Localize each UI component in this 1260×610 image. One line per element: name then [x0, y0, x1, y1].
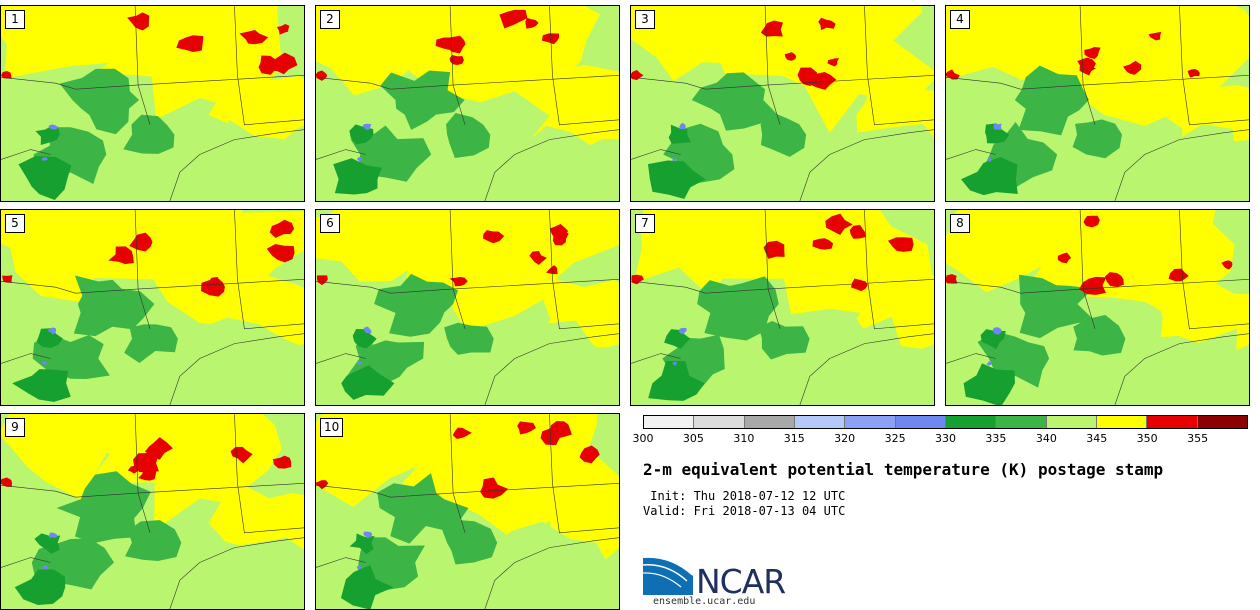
colorbar-tick-label: 325 — [884, 432, 906, 445]
member-number: 1 — [5, 10, 25, 29]
member-number: 6 — [320, 214, 340, 233]
init-time: Init: Thu 2018-07-12 12 UTC — [643, 489, 846, 503]
colorbar-tick-labels: 300 305 310 315 320 325 330 335 340 345 350 355 — [633, 432, 1248, 446]
member-number: 8 — [950, 214, 970, 233]
website-label: ensemble.ucar.edu — [653, 596, 756, 607]
member-number: 9 — [5, 418, 25, 437]
colorbar-segment — [1096, 416, 1148, 428]
colorbar-segment — [845, 416, 896, 428]
colorbar-segment — [1147, 416, 1198, 428]
member-panel-9: 9 — [0, 413, 305, 610]
theta-e-field-map — [631, 6, 934, 201]
theta-e-field-map — [316, 6, 619, 201]
colorbar — [643, 415, 1248, 429]
member-number: 10 — [320, 418, 344, 437]
colorbar-segment — [644, 416, 695, 428]
member-panel-5: 5 — [0, 209, 305, 406]
colorbar-tick-label: 355 — [1187, 432, 1209, 445]
theta-e-field-map — [1, 6, 304, 201]
logo-wordmark: NCAR — [696, 562, 786, 601]
colorbar-segment — [895, 416, 946, 428]
colorbar-tick-label: 350 — [1136, 432, 1158, 445]
colorbar-tick-label: 310 — [733, 432, 755, 445]
colorbar-tick-label: 345 — [1086, 432, 1108, 445]
colorbar-tick-label: 315 — [783, 432, 805, 445]
theta-e-field-map — [316, 414, 619, 609]
colorbar-tick-label: 300 — [632, 432, 654, 445]
theta-e-field-map — [1, 210, 304, 405]
member-panel-6: 6 — [315, 209, 620, 406]
colorbar-segment — [1197, 416, 1247, 428]
colorbar-segment — [744, 416, 795, 428]
colorbar-segment — [996, 416, 1047, 428]
theta-e-field-map — [1, 414, 304, 609]
member-number: 7 — [635, 214, 655, 233]
figure-title: 2-m equivalent potential temperature (K)… — [643, 460, 1164, 479]
colorbar-tick-label: 320 — [834, 432, 856, 445]
member-number: 5 — [5, 214, 25, 233]
theta-e-field-map — [946, 6, 1249, 201]
colorbar-tick-label: 340 — [1035, 432, 1057, 445]
member-panel-10: 10 — [315, 413, 620, 610]
theta-e-field-map — [946, 210, 1249, 405]
colorbar-segment — [945, 416, 997, 428]
colorbar-segment — [694, 416, 745, 428]
theta-e-field-map — [316, 210, 619, 405]
colorbar-segment — [794, 416, 846, 428]
member-panel-2: 2 — [315, 5, 620, 202]
member-number: 4 — [950, 10, 970, 29]
member-panel-7: 7 — [630, 209, 935, 406]
member-number: 3 — [635, 10, 655, 29]
member-number: 2 — [320, 10, 340, 29]
colorbar-tick-label: 335 — [985, 432, 1007, 445]
member-panel-4: 4 — [945, 5, 1250, 202]
colorbar-tick-label: 305 — [682, 432, 704, 445]
valid-time: Valid: Fri 2018-07-13 04 UTC — [643, 504, 846, 518]
member-panel-8: 8 — [945, 209, 1250, 406]
member-panel-3: 3 — [630, 5, 935, 202]
colorbar-segment — [1046, 416, 1097, 428]
colorbar-tick-label: 330 — [935, 432, 956, 445]
member-panel-1: 1 — [0, 5, 305, 202]
theta-e-field-map — [631, 210, 934, 405]
ncar-logo-icon — [643, 555, 694, 595]
